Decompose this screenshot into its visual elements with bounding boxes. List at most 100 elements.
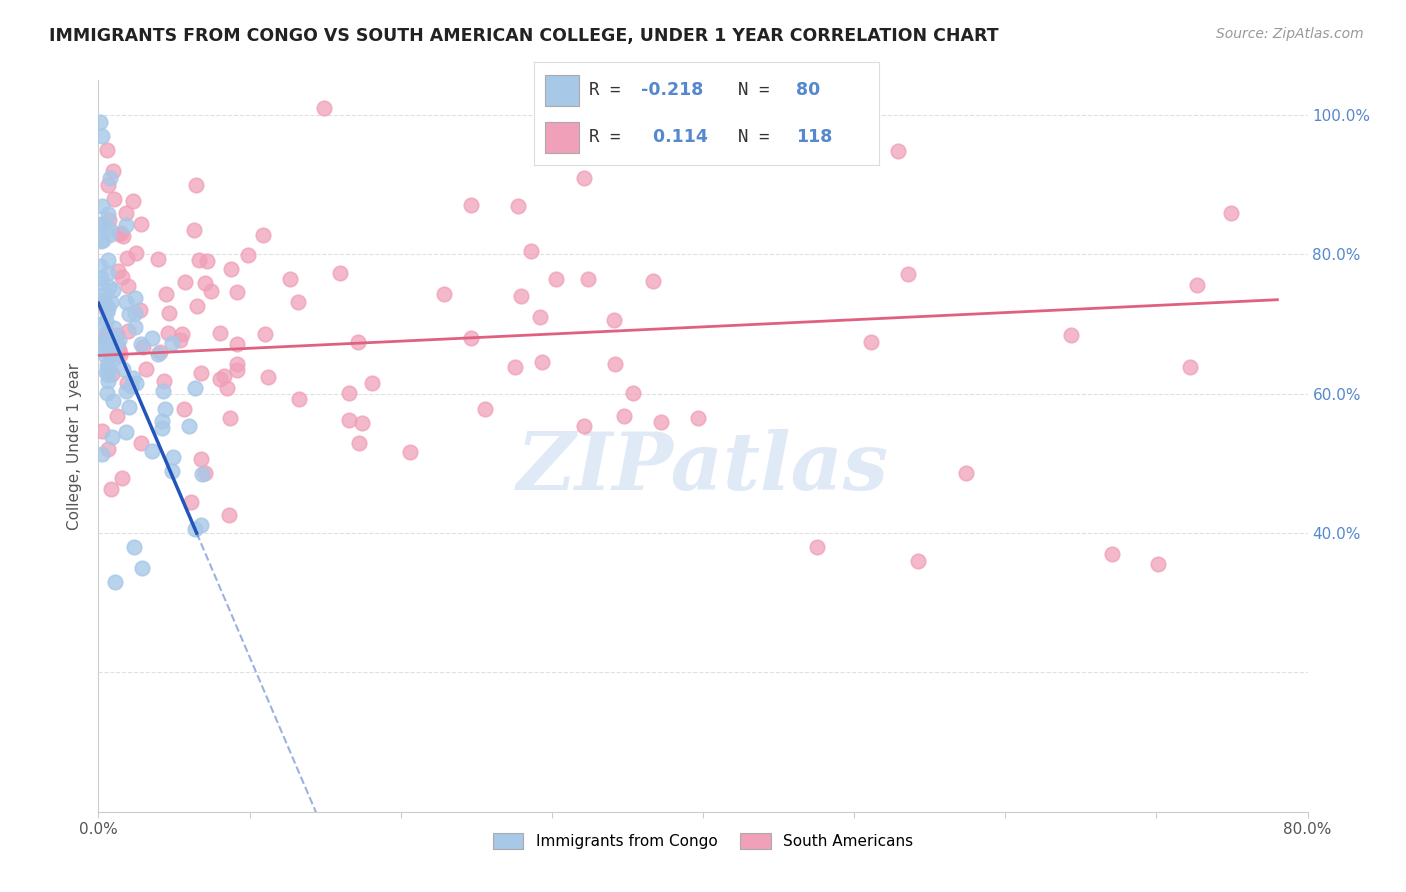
Point <box>120 379 142 393</box>
Point <box>860 334 883 349</box>
Point <box>141 443 163 458</box>
Point <box>157 326 180 340</box>
Point <box>141 331 163 345</box>
Point <box>183 523 205 537</box>
Point <box>97 207 120 221</box>
Point <box>90 234 112 248</box>
Point <box>256 370 278 384</box>
Text: R =: R = <box>589 128 631 146</box>
Point <box>103 321 125 335</box>
Text: IMMIGRANTS FROM CONGO VS SOUTH AMERICAN COLLEGE, UNDER 1 YEAR CORRELATION CHART: IMMIGRANTS FROM CONGO VS SOUTH AMERICAN … <box>49 27 998 45</box>
Point <box>101 351 124 365</box>
Point <box>129 336 152 351</box>
Text: ZIPatlas: ZIPatlas <box>517 429 889 507</box>
Point <box>212 369 235 384</box>
Point <box>361 376 384 391</box>
Point <box>89 259 111 273</box>
Point <box>115 218 138 232</box>
Point <box>225 285 247 299</box>
Point <box>90 425 112 439</box>
Point <box>122 194 145 208</box>
Point <box>115 376 138 390</box>
Point <box>217 381 239 395</box>
Point <box>101 394 124 409</box>
Point <box>108 343 131 357</box>
Point <box>177 419 200 434</box>
Point <box>90 199 112 213</box>
Point <box>254 326 277 341</box>
Point <box>131 561 153 575</box>
Text: 80: 80 <box>796 81 820 99</box>
Point <box>89 115 111 129</box>
Point <box>105 409 128 424</box>
Point <box>101 331 124 345</box>
Point <box>96 143 118 157</box>
Point <box>576 272 599 286</box>
Point <box>603 313 626 327</box>
Point <box>105 337 128 351</box>
Point <box>955 466 977 480</box>
Point <box>184 178 207 192</box>
Point <box>98 221 121 235</box>
Point <box>97 178 120 192</box>
Point <box>97 266 120 280</box>
Point <box>1060 328 1083 343</box>
Point <box>236 247 259 261</box>
Point <box>97 252 120 267</box>
Point <box>135 362 157 376</box>
Point <box>100 294 122 309</box>
Point <box>117 251 139 265</box>
Point <box>121 371 143 385</box>
Point <box>187 252 209 267</box>
Point <box>117 324 139 338</box>
Point <box>96 299 118 313</box>
Point <box>520 244 543 259</box>
Point <box>152 384 174 398</box>
Point <box>91 343 114 357</box>
Point <box>460 198 482 212</box>
Point <box>110 270 132 285</box>
Point <box>650 415 672 429</box>
Point <box>128 303 150 318</box>
Point <box>115 425 138 439</box>
Point <box>686 410 709 425</box>
Point <box>90 218 112 232</box>
Point <box>98 227 121 242</box>
Point <box>195 253 218 268</box>
Point <box>474 402 496 417</box>
Point <box>97 368 120 382</box>
Point <box>97 359 120 374</box>
Point <box>105 327 128 342</box>
Point <box>107 264 129 278</box>
Legend: Immigrants from Congo, South Americans: Immigrants from Congo, South Americans <box>486 827 920 855</box>
Point <box>337 412 360 426</box>
Point <box>208 372 231 386</box>
Point <box>508 199 530 213</box>
Point <box>337 385 360 400</box>
Point <box>398 444 420 458</box>
Point <box>186 299 208 313</box>
Point <box>1178 360 1201 375</box>
Point <box>90 271 112 285</box>
Point <box>149 345 172 359</box>
Point <box>111 470 134 484</box>
Point <box>226 363 249 377</box>
Point <box>190 518 212 533</box>
Point <box>162 464 184 478</box>
Point <box>350 416 373 430</box>
Point <box>1220 206 1243 220</box>
Point <box>897 267 920 281</box>
Point <box>107 344 129 359</box>
Point <box>124 306 146 320</box>
Point <box>180 495 202 509</box>
Point <box>1101 547 1123 561</box>
Point <box>544 271 567 285</box>
Point <box>107 227 129 242</box>
Point <box>111 362 134 376</box>
Point <box>287 295 309 310</box>
Point <box>157 306 180 320</box>
Point <box>94 286 117 301</box>
Point <box>103 192 125 206</box>
Text: R =: R = <box>589 81 631 99</box>
Point <box>124 246 146 260</box>
